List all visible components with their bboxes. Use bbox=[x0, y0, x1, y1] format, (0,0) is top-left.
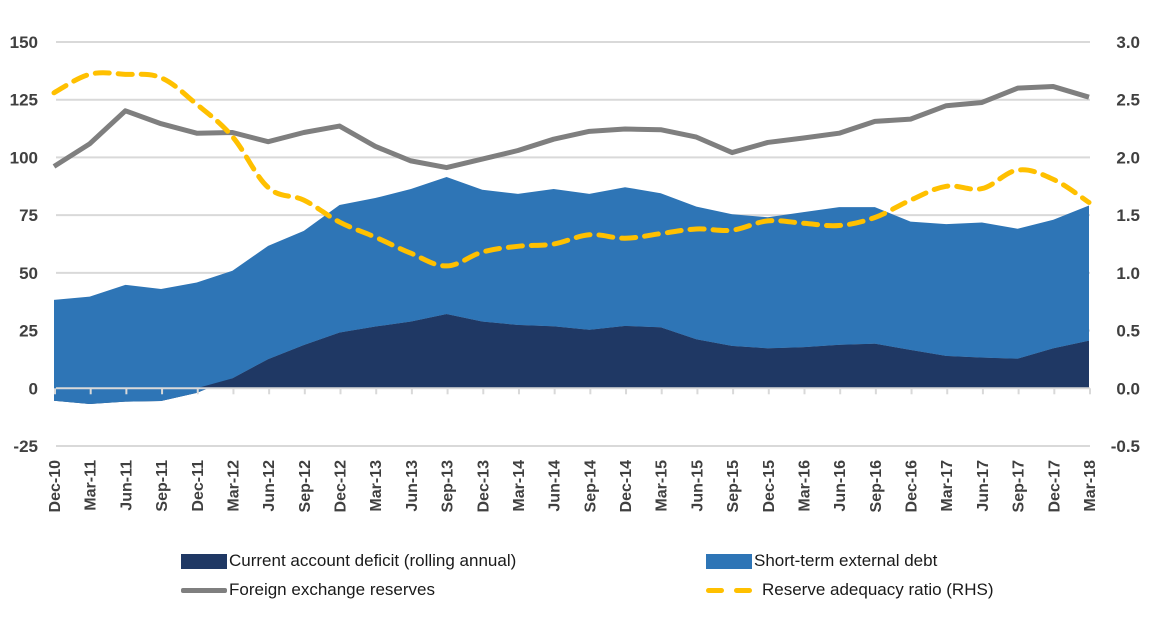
x-tick-label: Dec-14 bbox=[618, 460, 635, 513]
y-tick-label: 100 bbox=[10, 148, 38, 167]
x-tick-label: Dec-10 bbox=[47, 460, 64, 513]
x-tick-label: Mar-14 bbox=[511, 460, 528, 512]
x-tick-label: Sep-13 bbox=[440, 460, 457, 513]
y-tick-label: 75 bbox=[19, 206, 38, 225]
x-tick-label: Sep-17 bbox=[1011, 460, 1028, 513]
legend-item-foreign-exchange-reserves[interactable]: Foreign exchange reserves bbox=[181, 580, 435, 600]
y2-tick-label: 0.5 bbox=[1116, 322, 1140, 341]
x-tick-label: Dec-12 bbox=[333, 460, 350, 513]
y-tick-label: -25 bbox=[13, 437, 38, 456]
legend-swatch-current-account-deficit bbox=[181, 553, 227, 569]
y2-tick-label: 0.0 bbox=[1116, 379, 1140, 398]
x-tick-label: Dec-16 bbox=[904, 460, 921, 513]
y2-tick-label: 3.0 bbox=[1116, 33, 1140, 52]
x-tick-label: Mar-15 bbox=[654, 460, 671, 512]
stacked-areas bbox=[54, 177, 1089, 404]
x-tick-label: Mar-16 bbox=[796, 460, 813, 512]
line-foreign-exchange-reserves bbox=[52, 84, 1090, 171]
x-tick-label: Jun-16 bbox=[832, 460, 849, 512]
x-tick-label: Sep-14 bbox=[582, 460, 599, 513]
x-tick-label: Mar-12 bbox=[225, 460, 242, 512]
area-short-term-external-debt bbox=[54, 177, 1089, 404]
x-tick-label: Dec-11 bbox=[190, 460, 207, 512]
x-tick-label: Jun-12 bbox=[261, 460, 278, 512]
legend-label: Foreign exchange reserves bbox=[229, 580, 436, 599]
x-axis bbox=[54, 387, 1091, 395]
area-current-account-deficit-positive bbox=[54, 314, 1089, 389]
x-tick-label: Jun-17 bbox=[975, 460, 992, 512]
lines bbox=[51, 70, 1092, 269]
legend-swatch-reserve-adequacy-ratio bbox=[706, 587, 752, 593]
y2-tick-label: 1.0 bbox=[1116, 264, 1140, 283]
y2-tick-label: 2.0 bbox=[1116, 148, 1140, 167]
y-tick-label: 0 bbox=[29, 379, 38, 398]
y-axis-left: -25 0 25 50 75 100 125 150 bbox=[10, 33, 38, 456]
legend-label: Short-term external debt bbox=[754, 551, 938, 570]
y-tick-label: 50 bbox=[19, 264, 38, 283]
x-tick-label: Mar-11 bbox=[83, 460, 100, 511]
x-tick-label: Sep-15 bbox=[725, 460, 742, 513]
legend-swatch-short-term-external-debt bbox=[706, 553, 752, 569]
legend-swatch-foreign-exchange-reserves bbox=[181, 587, 227, 593]
x-tick-label: Mar-18 bbox=[1082, 460, 1099, 512]
legend-item-reserve-adequacy-ratio[interactable]: Reserve adequacy ratio (RHS) bbox=[706, 580, 993, 600]
x-tick-label: Jun-13 bbox=[404, 460, 421, 512]
legend-item-current-account-deficit[interactable]: Current account deficit (rolling annual) bbox=[181, 551, 516, 571]
x-tick-label: Jun-15 bbox=[689, 460, 706, 512]
x-tick-label: Dec-17 bbox=[1046, 460, 1063, 513]
x-tick-label: Sep-16 bbox=[868, 460, 885, 513]
y2-tick-label: 1.5 bbox=[1116, 206, 1140, 225]
y-tick-label: 25 bbox=[19, 322, 38, 341]
x-axis-labels: Dec-10 Mar-11 Jun-11 Sep-11 Dec-11 Mar-12 Jun-… bbox=[47, 460, 1099, 513]
line-reserve-adequacy-ratio bbox=[51, 70, 1092, 269]
legend-label: Current account deficit (rolling annual) bbox=[229, 551, 517, 570]
y-axis-right: -0.5 0.0 0.5 1.0 1.5 2.0 2.5 3.0 bbox=[1111, 33, 1140, 456]
y-tick-label: 150 bbox=[10, 33, 38, 52]
x-tick-label: Dec-15 bbox=[761, 460, 778, 513]
y2-tick-label: -0.5 bbox=[1111, 437, 1140, 456]
x-tick-label: Jun-11 bbox=[118, 460, 135, 511]
x-tick-label: Jun-14 bbox=[547, 460, 564, 512]
x-tick-label: Dec-13 bbox=[475, 460, 492, 513]
x-tick-label: Sep-12 bbox=[297, 460, 314, 513]
legend-item-short-term-external-debt[interactable]: Short-term external debt bbox=[706, 551, 937, 571]
x-tick-label: Mar-17 bbox=[939, 460, 956, 512]
legend-label: Reserve adequacy ratio (RHS) bbox=[762, 580, 994, 599]
x-tick-label: Sep-11 bbox=[154, 460, 171, 512]
x-tick-label: Mar-13 bbox=[368, 460, 385, 512]
y2-tick-label: 2.5 bbox=[1116, 91, 1140, 110]
y-tick-label: 125 bbox=[10, 91, 38, 110]
